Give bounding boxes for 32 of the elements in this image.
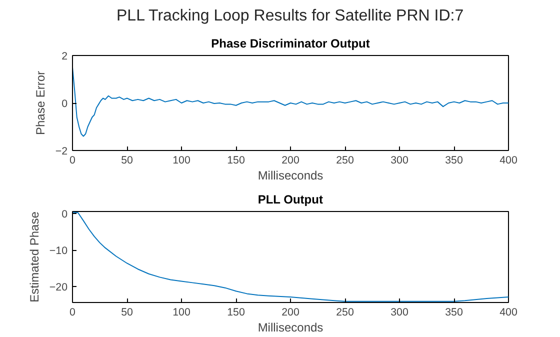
y-axis-title: Phase Error [33, 70, 48, 136]
x-tick-label: 350 [445, 306, 463, 318]
x-tick-label: 400 [500, 154, 518, 166]
x-tick-label: 250 [336, 154, 354, 166]
y-tick-label: 0 [62, 208, 68, 220]
x-tick-label: 0 [70, 154, 76, 166]
x-tick-label: 100 [172, 306, 190, 318]
y-tick-label: −20 [49, 282, 68, 294]
x-tick-label: 250 [336, 306, 354, 318]
y-axis-title: Estimated Phase [27, 211, 42, 302]
chart-title: Phase Discriminator Output [211, 36, 370, 50]
x-axis-title: Milliseconds [258, 168, 324, 182]
text: PLL Tracking Loop Results for Satellite PRN ID:7 [116, 8, 464, 24]
x-tick-label: 50 [121, 154, 133, 166]
x-tick-label: 400 [500, 306, 518, 318]
y-tick-label: −10 [49, 245, 68, 258]
y-tick-label: 0 [62, 98, 68, 110]
x-tick-label: 150 [227, 154, 245, 166]
y-tick-label: 2 [62, 50, 68, 62]
line-series [72, 212, 508, 302]
x-axis-title: Milliseconds [258, 320, 324, 334]
x-tick-label: 100 [172, 154, 190, 166]
x-tick-label: 300 [390, 306, 408, 318]
chart-title: PLL Output [258, 192, 323, 206]
x-tick-label: 200 [282, 306, 300, 318]
x-tick-label: 200 [282, 154, 300, 166]
y-tick-label: −2 [55, 146, 68, 158]
x-tick-label: 350 [445, 154, 463, 166]
x-tick-label: 150 [227, 306, 245, 318]
x-tick-label: 50 [121, 306, 133, 318]
x-tick-label: 300 [390, 154, 408, 166]
x-tick-label: 0 [70, 306, 76, 318]
